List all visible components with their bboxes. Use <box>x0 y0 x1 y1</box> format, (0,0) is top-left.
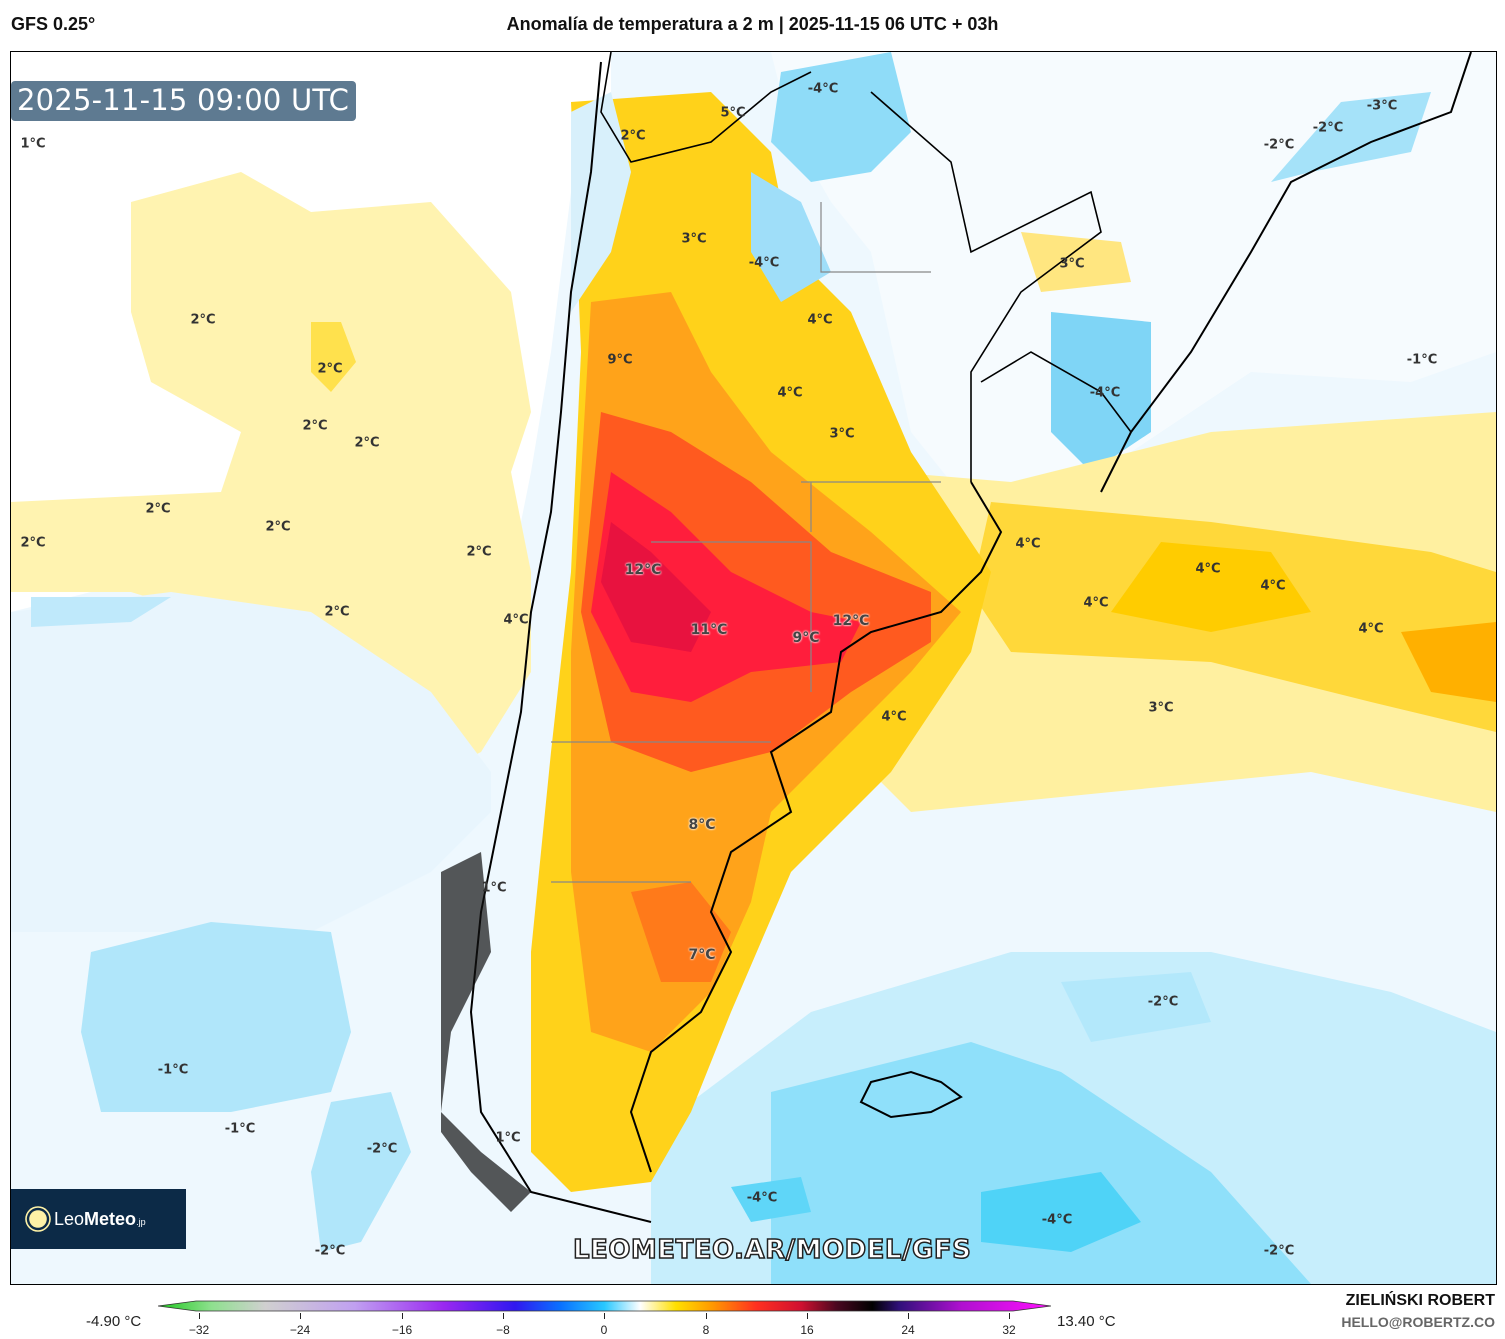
contour-label: 4°C <box>1195 561 1221 577</box>
contour-label: 9°C <box>792 630 820 646</box>
colorbar-tick <box>706 1313 707 1319</box>
contour-label: 2°C <box>620 128 646 144</box>
map-title: Anomalía de temperatura a 2 m | 2025-11-… <box>506 14 999 34</box>
contour-label: 1°C <box>20 136 46 152</box>
contour-label: -4°C <box>746 1190 778 1206</box>
author-email[interactable]: HELLO@ROBERTZ.CO <box>1341 1314 1495 1330</box>
contour-label: 4°C <box>1015 536 1041 552</box>
contour-label: 1°C <box>495 1130 521 1146</box>
colorbar-tick <box>908 1313 909 1319</box>
colorbar-tick-label: −24 <box>289 1323 311 1337</box>
contour-label: 4°C <box>1260 578 1286 594</box>
temperature-anomaly-map[interactable]: 2025-11-15 09:00 UTC 1°C 2°C 5°C -4°C 2°C 2°C… <box>10 51 1497 1285</box>
colorbar-tick-label: 32 <box>1002 1323 1016 1337</box>
contour-label: -1°C <box>224 1121 256 1137</box>
colorbar-tick-label: −8 <box>496 1323 510 1337</box>
contour-label: -4°C <box>1089 385 1121 401</box>
contour-label: 7°C <box>688 947 716 963</box>
contour-label: -1°C <box>157 1062 189 1078</box>
contour-label: 3°C <box>1059 256 1085 272</box>
contour-label: -3°C <box>1366 98 1398 114</box>
contour-label: -4°C <box>748 255 780 271</box>
colorbar-tick <box>807 1313 808 1319</box>
logo-text: LeoMeteo.jp <box>54 1208 146 1229</box>
contour-label: 4°C <box>777 385 803 401</box>
colorbar-tick-label: 0 <box>600 1323 608 1337</box>
contour-label: -2°C <box>1147 994 1179 1010</box>
contour-label: 4°C <box>1083 595 1109 611</box>
colorbar-tick <box>402 1313 403 1319</box>
contour-label: 4°C <box>807 312 833 328</box>
sun-icon <box>29 1210 47 1228</box>
contour-label: 2°C <box>317 361 343 377</box>
contour-label: 11°C <box>690 622 728 638</box>
contour-label: 4°C <box>881 709 907 725</box>
contour-label: -2°C <box>1312 120 1344 136</box>
contour-label: 2°C <box>466 544 492 560</box>
colorbar-tick-label: −32 <box>188 1323 210 1337</box>
contour-label: 9°C <box>607 352 633 368</box>
contour-label: 4°C <box>1358 621 1384 637</box>
colorbar-tick <box>1009 1313 1010 1319</box>
contour-label: -1°C <box>1406 352 1438 368</box>
colorbar-tick-label: 16 <box>800 1323 814 1337</box>
colorbar-min-label: -4.90 °C <box>86 1313 142 1330</box>
contour-label: 8°C <box>688 817 716 833</box>
colorbar-tick <box>604 1313 605 1319</box>
colorbar-tick-label: −16 <box>391 1323 413 1337</box>
colorbar-tick-label: 8 <box>702 1323 710 1337</box>
contour-label: 4°C <box>503 612 529 628</box>
model-name: GFS 0.25° <box>11 14 96 34</box>
contour-label: 2°C <box>354 435 380 451</box>
contour-label: 12°C <box>624 562 662 578</box>
valid-time-badge: 2025-11-15 09:00 UTC <box>11 81 357 121</box>
contour-label: -4°C <box>1041 1212 1073 1228</box>
leometeo-logo[interactable]: LeoMeteo.jp <box>11 1189 186 1249</box>
contour-label: 3°C <box>1148 700 1174 716</box>
contour-label: -2°C <box>1263 1243 1295 1259</box>
contour-label: 1°C <box>481 880 507 896</box>
contour-label: 5°C <box>720 105 746 121</box>
contour-label: 2°C <box>324 604 350 620</box>
colorbar-tick-label: 24 <box>901 1323 915 1337</box>
contour-label: -2°C <box>314 1243 346 1259</box>
source-watermark: LEOMETEO.AR/MODEL/GFS <box>572 1234 972 1266</box>
contour-label: -2°C <box>1263 137 1295 153</box>
colorbar-tick <box>300 1313 301 1319</box>
contour-label: -4°C <box>807 81 839 97</box>
contour-label: 2°C <box>302 418 328 434</box>
colorbar-max-label: 13.40 °C <box>1057 1313 1116 1330</box>
contour-label: 3°C <box>829 426 855 442</box>
contour-label: 3°C <box>681 231 707 247</box>
contour-label: 12°C <box>832 613 870 629</box>
contour-label: 2°C <box>145 501 171 517</box>
colorbar <box>158 1300 1051 1312</box>
author-name: ZIELIŃSKI ROBERT <box>1345 1292 1495 1309</box>
contour-label: 2°C <box>190 312 216 328</box>
colorbar-tick <box>503 1313 504 1319</box>
anomaly-field <box>11 52 1496 1284</box>
contour-label: -2°C <box>366 1141 398 1157</box>
contour-label: 2°C <box>20 535 46 551</box>
contour-label: 2°C <box>265 519 291 535</box>
colorbar-tick <box>199 1313 200 1319</box>
